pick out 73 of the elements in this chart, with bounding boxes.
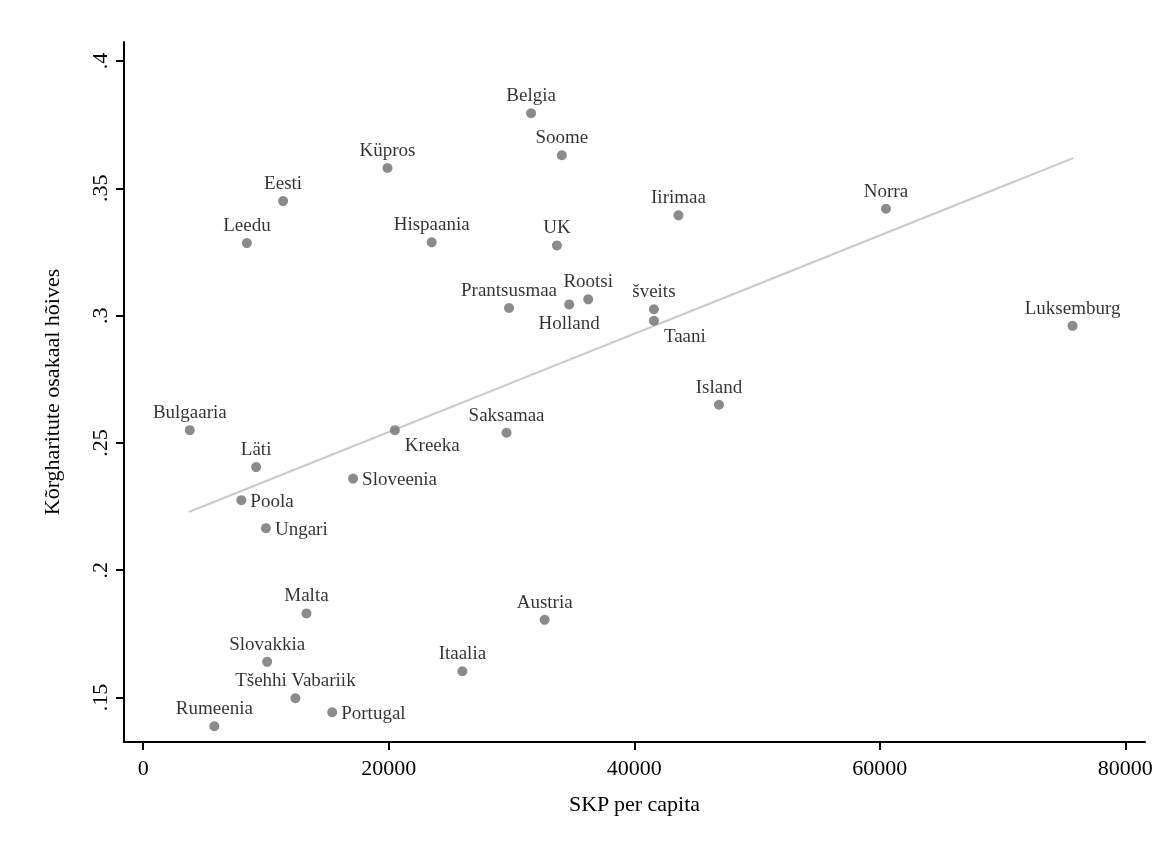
point: [260, 523, 271, 534]
point: [278, 196, 289, 207]
series-label: Bulgaaria: [152, 401, 228, 423]
point: [348, 473, 359, 484]
x-axis-title: SKP per capita: [568, 790, 701, 816]
series-label: Taani: [663, 324, 706, 346]
series-label: Slovakkia: [229, 632, 306, 654]
y-tick-label: .15: [86, 683, 112, 712]
series-label: Malta: [284, 584, 330, 606]
series-label: Itaalia: [438, 642, 487, 664]
point: [262, 656, 273, 667]
series-label: Tšehhi Vabariik: [235, 669, 357, 691]
series-label: Austria: [516, 590, 574, 612]
series-label: Iirimaa: [651, 186, 707, 208]
point: [648, 315, 659, 326]
point: [389, 425, 400, 436]
series-label: Eesti: [264, 172, 303, 194]
point: [241, 238, 252, 249]
y-tick-label: .4: [86, 52, 112, 70]
point: [301, 608, 312, 619]
series-label: Holland: [538, 312, 601, 334]
point: [673, 210, 684, 221]
series-label: Soome: [535, 126, 589, 148]
series-label: Leedu: [223, 214, 272, 236]
y-tick-label: .25: [86, 429, 112, 457]
y-tick-label: .3: [86, 307, 112, 324]
series-label: Läti: [240, 438, 272, 460]
series-label: Island: [695, 375, 743, 397]
x-tick-label: 80000: [1097, 754, 1153, 780]
series-label: Saksamaa: [468, 403, 546, 425]
x-tick-label: 40000: [606, 754, 662, 780]
point: [457, 666, 468, 677]
point: [209, 721, 220, 732]
x-tick-label: 20000: [361, 754, 417, 780]
point: [290, 693, 301, 704]
point: [382, 163, 393, 173]
point: [251, 462, 262, 473]
series-label: Sloveenia: [362, 468, 438, 490]
point: [583, 294, 594, 305]
point: [648, 304, 659, 315]
point: [880, 203, 891, 214]
series-label: Norra: [863, 179, 909, 201]
series-label: Ungari: [274, 517, 328, 539]
series-label: UK: [543, 216, 571, 238]
y-axis-title: Kõrgharitute osakaal hõives: [38, 268, 64, 516]
point: [184, 425, 195, 436]
point: [501, 427, 512, 438]
point: [556, 150, 567, 161]
point: [426, 237, 437, 248]
point: [551, 240, 562, 251]
series-label: Prantsusmaa: [461, 279, 558, 300]
point: [526, 108, 537, 119]
series-label: Portugal: [341, 701, 406, 723]
point: [327, 707, 338, 718]
y-tick-label: .35: [86, 174, 112, 203]
series-label: Rootsi: [563, 270, 614, 292]
series-label: Hispaania: [393, 213, 471, 235]
x-tick-label: 60000: [852, 754, 908, 780]
point: [236, 495, 247, 506]
point: [539, 614, 550, 625]
y-tick-label: .2: [86, 561, 112, 579]
point: [1067, 320, 1078, 331]
series-label: Poola: [250, 489, 295, 511]
point: [564, 299, 575, 310]
series-label: šveits: [632, 280, 676, 302]
series-label: Luksemburg: [1024, 296, 1121, 318]
x-tick-label: 0: [137, 754, 149, 780]
series-label: Kreeka: [404, 434, 461, 456]
series-label: Rumeenia: [175, 697, 254, 719]
point: [504, 303, 515, 313]
point: [713, 399, 724, 410]
series-label: Belgia: [506, 84, 557, 106]
series-label: Küpros: [359, 139, 416, 160]
